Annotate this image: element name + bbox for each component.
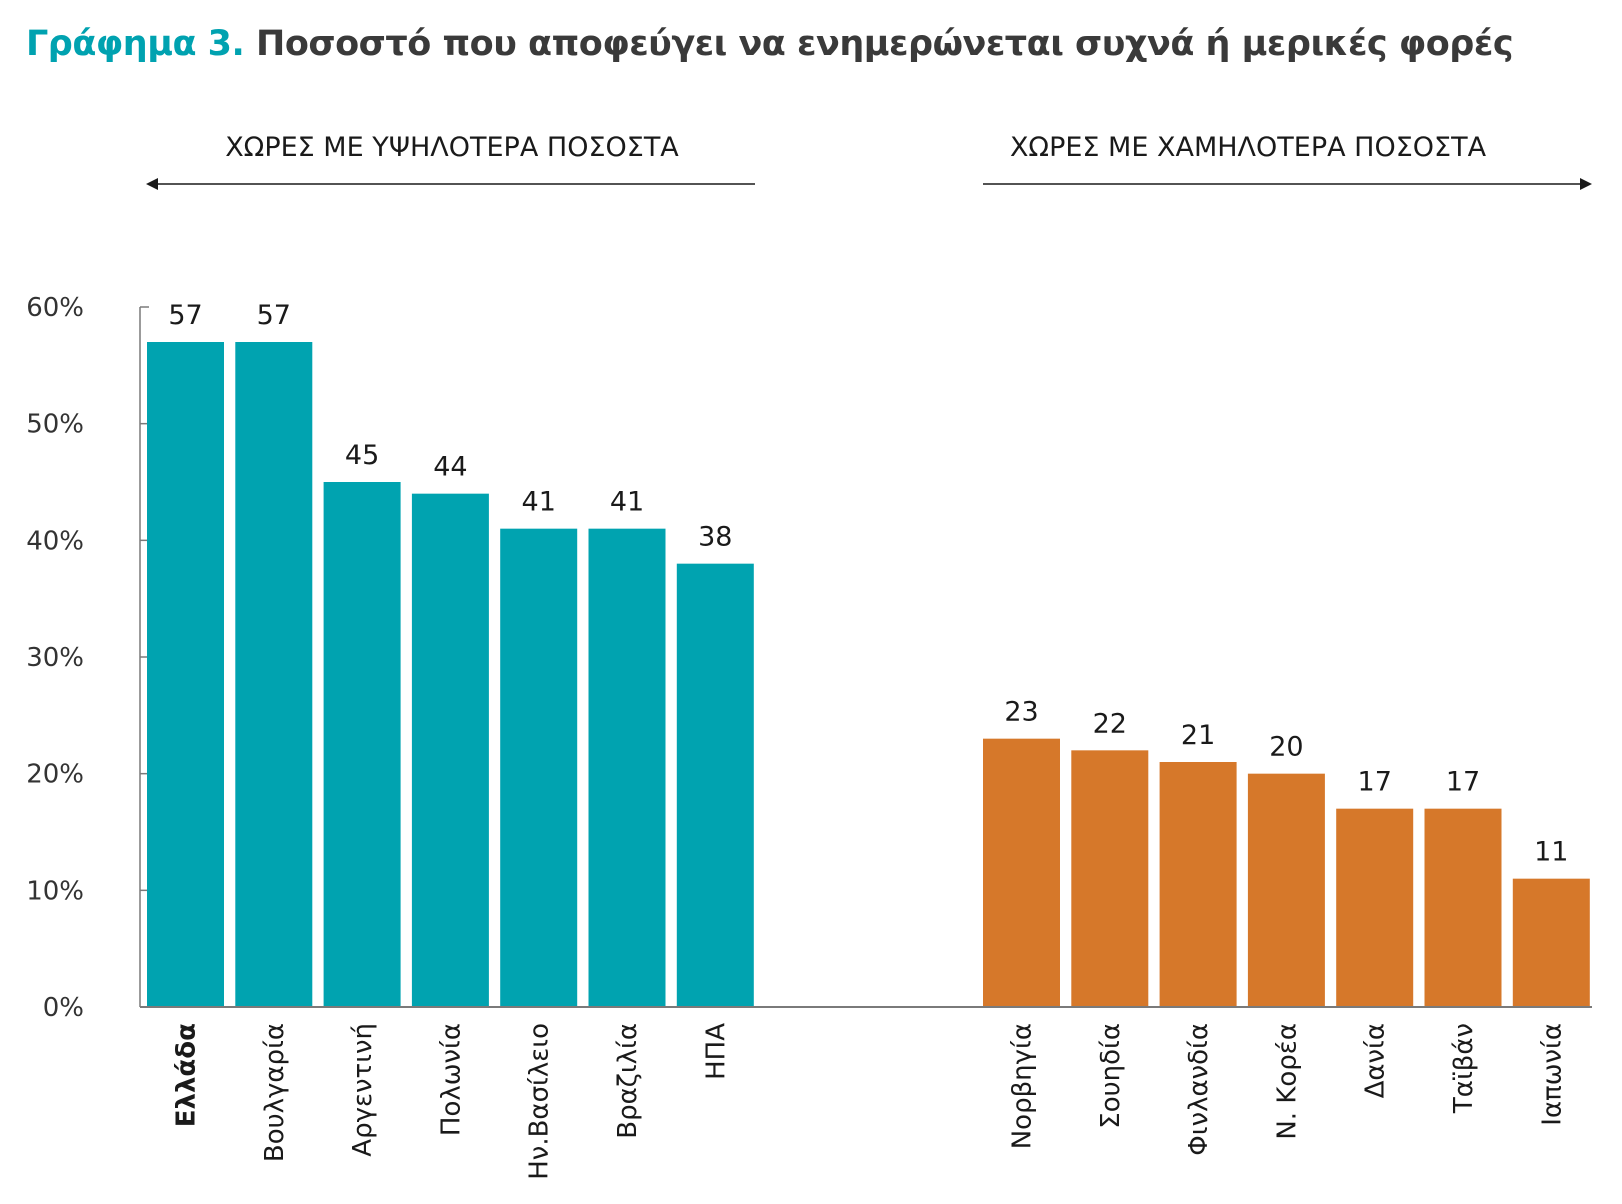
bar [588,528,666,1007]
group-label-high: ΧΩΡΕΣ ΜΕ ΥΨΗΛΟΤΕΡΑ ΠΟΣΟΣΤΑ [225,132,679,163]
group-label-low: ΧΩΡΕΣ ΜΕ ΧΑΜΗΛΟΤΕΡΑ ΠΟΣΟΣΤΑ [1010,132,1487,163]
category-label: Νορβηγία [1008,1023,1038,1149]
y-tick-label: 60% [26,293,84,323]
category-label: Ελλάδα [172,1023,202,1127]
value-label: 41 [522,487,556,518]
category-label: Ιαπωνία [1537,1023,1567,1126]
value-label: 11 [1534,837,1568,868]
value-label: 23 [1004,697,1038,728]
category-labels: Ελλάδα Βουλγαρία Αργεντινή Πολωνία Ην.Βασίλε… [172,1023,1568,1180]
category-label: Ν. Κορέα [1272,1023,1302,1140]
category-label: Ην.Βασίλειο [525,1023,555,1180]
value-labels: 57 57 45 44 41 41 38 23 22 21 20 17 17 11 [168,300,1568,868]
y-tick-label: 20% [26,760,84,790]
category-label: Σουηδία [1096,1023,1126,1129]
bar [147,342,224,1007]
value-label: 21 [1181,720,1215,751]
category-label: Ταϊβάν [1449,1023,1479,1114]
value-label: 22 [1093,708,1127,739]
bar [1159,762,1237,1007]
value-label: 17 [1446,767,1480,798]
y-tick-label: 30% [26,643,84,673]
value-label: 44 [433,452,467,483]
chart-title: Γράφημα 3. Ποσοστό που αποφεύγει να ενημ… [26,24,1514,64]
category-label: ΗΠΑ [701,1023,731,1080]
y-tick-label: 10% [26,876,84,906]
bar [676,563,754,1007]
value-label: 45 [345,440,379,471]
category-label: Πολωνία [436,1023,466,1136]
y-axis: 0% 10% 20% 30% 40% 50% 60% [26,293,149,1023]
chart-title-prefix: Γράφημα 3. [26,24,245,64]
value-label: 38 [698,522,732,553]
value-label: 17 [1358,767,1392,798]
bars [147,342,1590,1008]
chart-title-text: Ποσοστό που αποφεύγει να ενημερώνεται συ… [256,24,1514,64]
value-label: 57 [168,300,202,331]
arrow-left-icon [146,178,158,190]
value-label: 57 [257,300,291,331]
bar [1424,808,1502,1007]
value-label: 20 [1269,732,1303,763]
y-tick-label: 50% [26,410,84,440]
category-label: Βραζιλία [613,1023,643,1139]
bar [500,528,578,1007]
category-label: Βουλγαρία [260,1023,290,1162]
y-tick-label: 0% [43,993,84,1023]
value-label: 41 [610,487,644,518]
group-headers: ΧΩΡΕΣ ΜΕ ΥΨΗΛΟΤΕΡΑ ΠΟΣΟΣΤΑ ΧΩΡΕΣ ΜΕ ΧΑΜΗ… [146,132,1592,190]
category-label: Φινλανδία [1184,1023,1214,1156]
bar [1512,878,1590,1007]
bar [1071,750,1149,1007]
arrow-right-icon [1580,178,1592,190]
bar [1247,773,1325,1007]
category-label: Αργεντινή [348,1023,378,1157]
y-tick-label: 40% [26,526,84,556]
category-label: Δανία [1361,1023,1391,1098]
bar [1336,808,1414,1007]
bar [411,493,489,1008]
bar [983,738,1060,1007]
bar [323,482,401,1007]
bar [235,342,313,1007]
